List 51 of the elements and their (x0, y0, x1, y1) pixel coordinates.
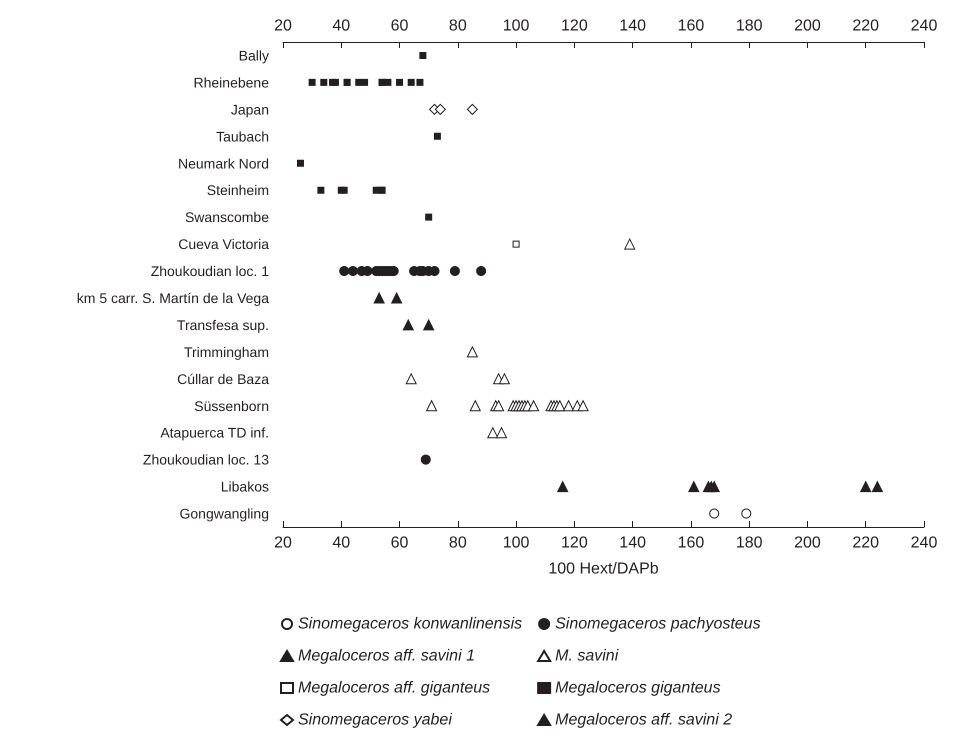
x-tick-label: 40 (332, 534, 350, 552)
legend-label: Megaloceros aff. savini 1 (298, 648, 475, 664)
y-tick-label: Steinheim (206, 182, 269, 198)
x-tick-label: 180 (736, 534, 763, 552)
x-tick-label: 140 (619, 534, 646, 552)
x2-tick-label: 120 (561, 18, 588, 34)
x2-tick-label: 80 (448, 18, 467, 34)
legend-label: Sinomegaceros pachyosteus (555, 616, 761, 632)
y-tick-label: Swanscombe (184, 209, 270, 226)
legend-label: M. savini (555, 648, 619, 664)
x2-tick-label: 40 (332, 18, 350, 34)
y-tick-label: Neumark Nord (178, 155, 269, 172)
y-tick-label: Atapuerca TD inf. (160, 424, 269, 441)
x2-tick-label: 240 (910, 18, 938, 34)
y-tick-label: Trimmingham (184, 344, 269, 360)
y-tick-label: Bally (238, 47, 269, 64)
y-tick-label: Japan (230, 101, 269, 118)
x-tick-label: 200 (794, 534, 821, 552)
legend-label: Megaloceros aff. savini 2 (555, 712, 732, 728)
x2-tick-label: 160 (678, 18, 704, 34)
x-tick-label: 20 (274, 534, 292, 552)
legend-label: Sinomegaceros yabei (298, 712, 452, 728)
y-tick-label: Rheinebene (193, 74, 270, 90)
x-tick-label: 160 (678, 534, 704, 552)
y-tick-label: Libakos (220, 478, 269, 495)
legend-label: Megaloceros aff. giganteus (298, 680, 490, 696)
x2-tick-label: 200 (794, 18, 821, 34)
x-axis-title: 100 Hext/DAPb (548, 560, 659, 578)
y-tick-label: Cúllar de Baza (177, 370, 270, 387)
x-tick-label: 60 (390, 534, 409, 552)
x-tick-label: 240 (910, 534, 938, 552)
x2-tick-label: 20 (274, 18, 292, 34)
x2-tick-label: 140 (619, 18, 646, 34)
y-tick-label: km 5 carr. S. Martín de la Vega (76, 290, 270, 306)
x2-tick-label: 180 (736, 18, 763, 34)
legend-label: Sinomegaceros konwanlinensis (298, 616, 522, 632)
x-tick-label: 120 (561, 534, 588, 552)
y-tick-label: Zhoukoudian loc. 1 (150, 263, 270, 280)
x2-tick-label: 100 (502, 18, 530, 34)
x-tick-label: 100 (502, 534, 530, 552)
y-tick-label: Gongwangling (179, 506, 269, 522)
x2-tick-label: 220 (852, 18, 880, 34)
legend-label: Megaloceros giganteus (555, 680, 721, 696)
x2-tick-label: 60 (390, 18, 409, 34)
y-tick-label: Transfesa sup. (176, 316, 269, 333)
x-tick-label: 220 (852, 534, 880, 552)
y-tick-label: Zhoukoudian loc. 13 (142, 452, 270, 468)
y-tick-label: Taubach (216, 128, 269, 144)
x-tick-label: 80 (448, 534, 467, 552)
y-tick-label: Süssenborn (194, 398, 269, 414)
y-tick-label: Cueva Victoria (178, 236, 270, 252)
